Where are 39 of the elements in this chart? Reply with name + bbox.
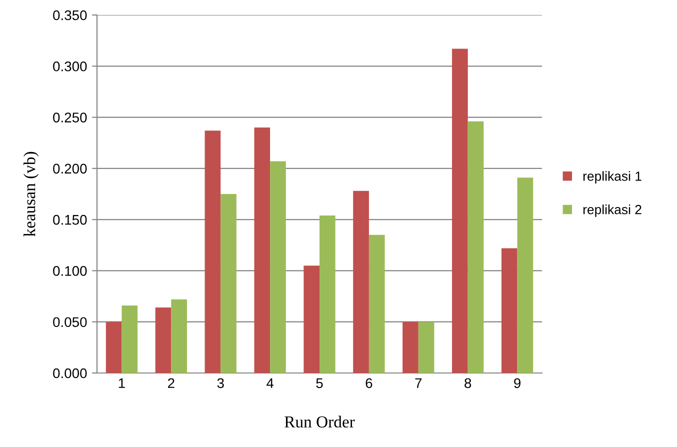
y-tick-label: 0.350	[53, 10, 87, 20]
bar	[270, 161, 286, 373]
bar	[402, 322, 418, 373]
bar	[368, 234, 385, 373]
x-tick-label: 3	[217, 378, 224, 388]
legend-label: replikasi 2	[583, 204, 642, 217]
bar	[353, 190, 369, 373]
bar	[254, 128, 270, 373]
x-tick-label: 2	[168, 378, 174, 388]
bar	[304, 266, 320, 373]
x-tick-label: 8	[464, 378, 472, 388]
x-tick-label: 9	[514, 378, 520, 388]
bar	[220, 194, 236, 373]
bar	[320, 215, 336, 373]
x-tick-label: 4	[266, 378, 274, 388]
x-tick-label: 7	[415, 378, 422, 388]
bar	[204, 130, 221, 373]
bar	[452, 48, 468, 373]
bar	[122, 305, 138, 373]
y-tick-label: 0.050	[53, 317, 87, 328]
x-tick-label: 5	[316, 378, 323, 388]
y-tick-label: 0.250	[53, 112, 87, 122]
y-axis-title: keausan (vb)	[24, 152, 39, 236]
x-tick-label: 6	[366, 378, 372, 388]
y-tick-label: 0.300	[53, 61, 87, 72]
legend-label: replikasi 1	[583, 171, 642, 184]
y-tick-label: 0.000	[53, 368, 87, 378]
bar	[106, 322, 122, 373]
y-tick-label: 0.100	[53, 266, 87, 276]
bar	[517, 178, 534, 373]
bar	[418, 322, 434, 373]
x-tick-label: 1	[118, 378, 125, 388]
bar	[171, 299, 187, 373]
y-tick-label: 0.150	[53, 214, 87, 225]
y-tick-label: 0.200	[53, 164, 87, 174]
bar	[501, 248, 518, 373]
x-axis-title: Run Order	[284, 416, 355, 428]
bar	[468, 121, 484, 373]
bar	[155, 308, 172, 373]
